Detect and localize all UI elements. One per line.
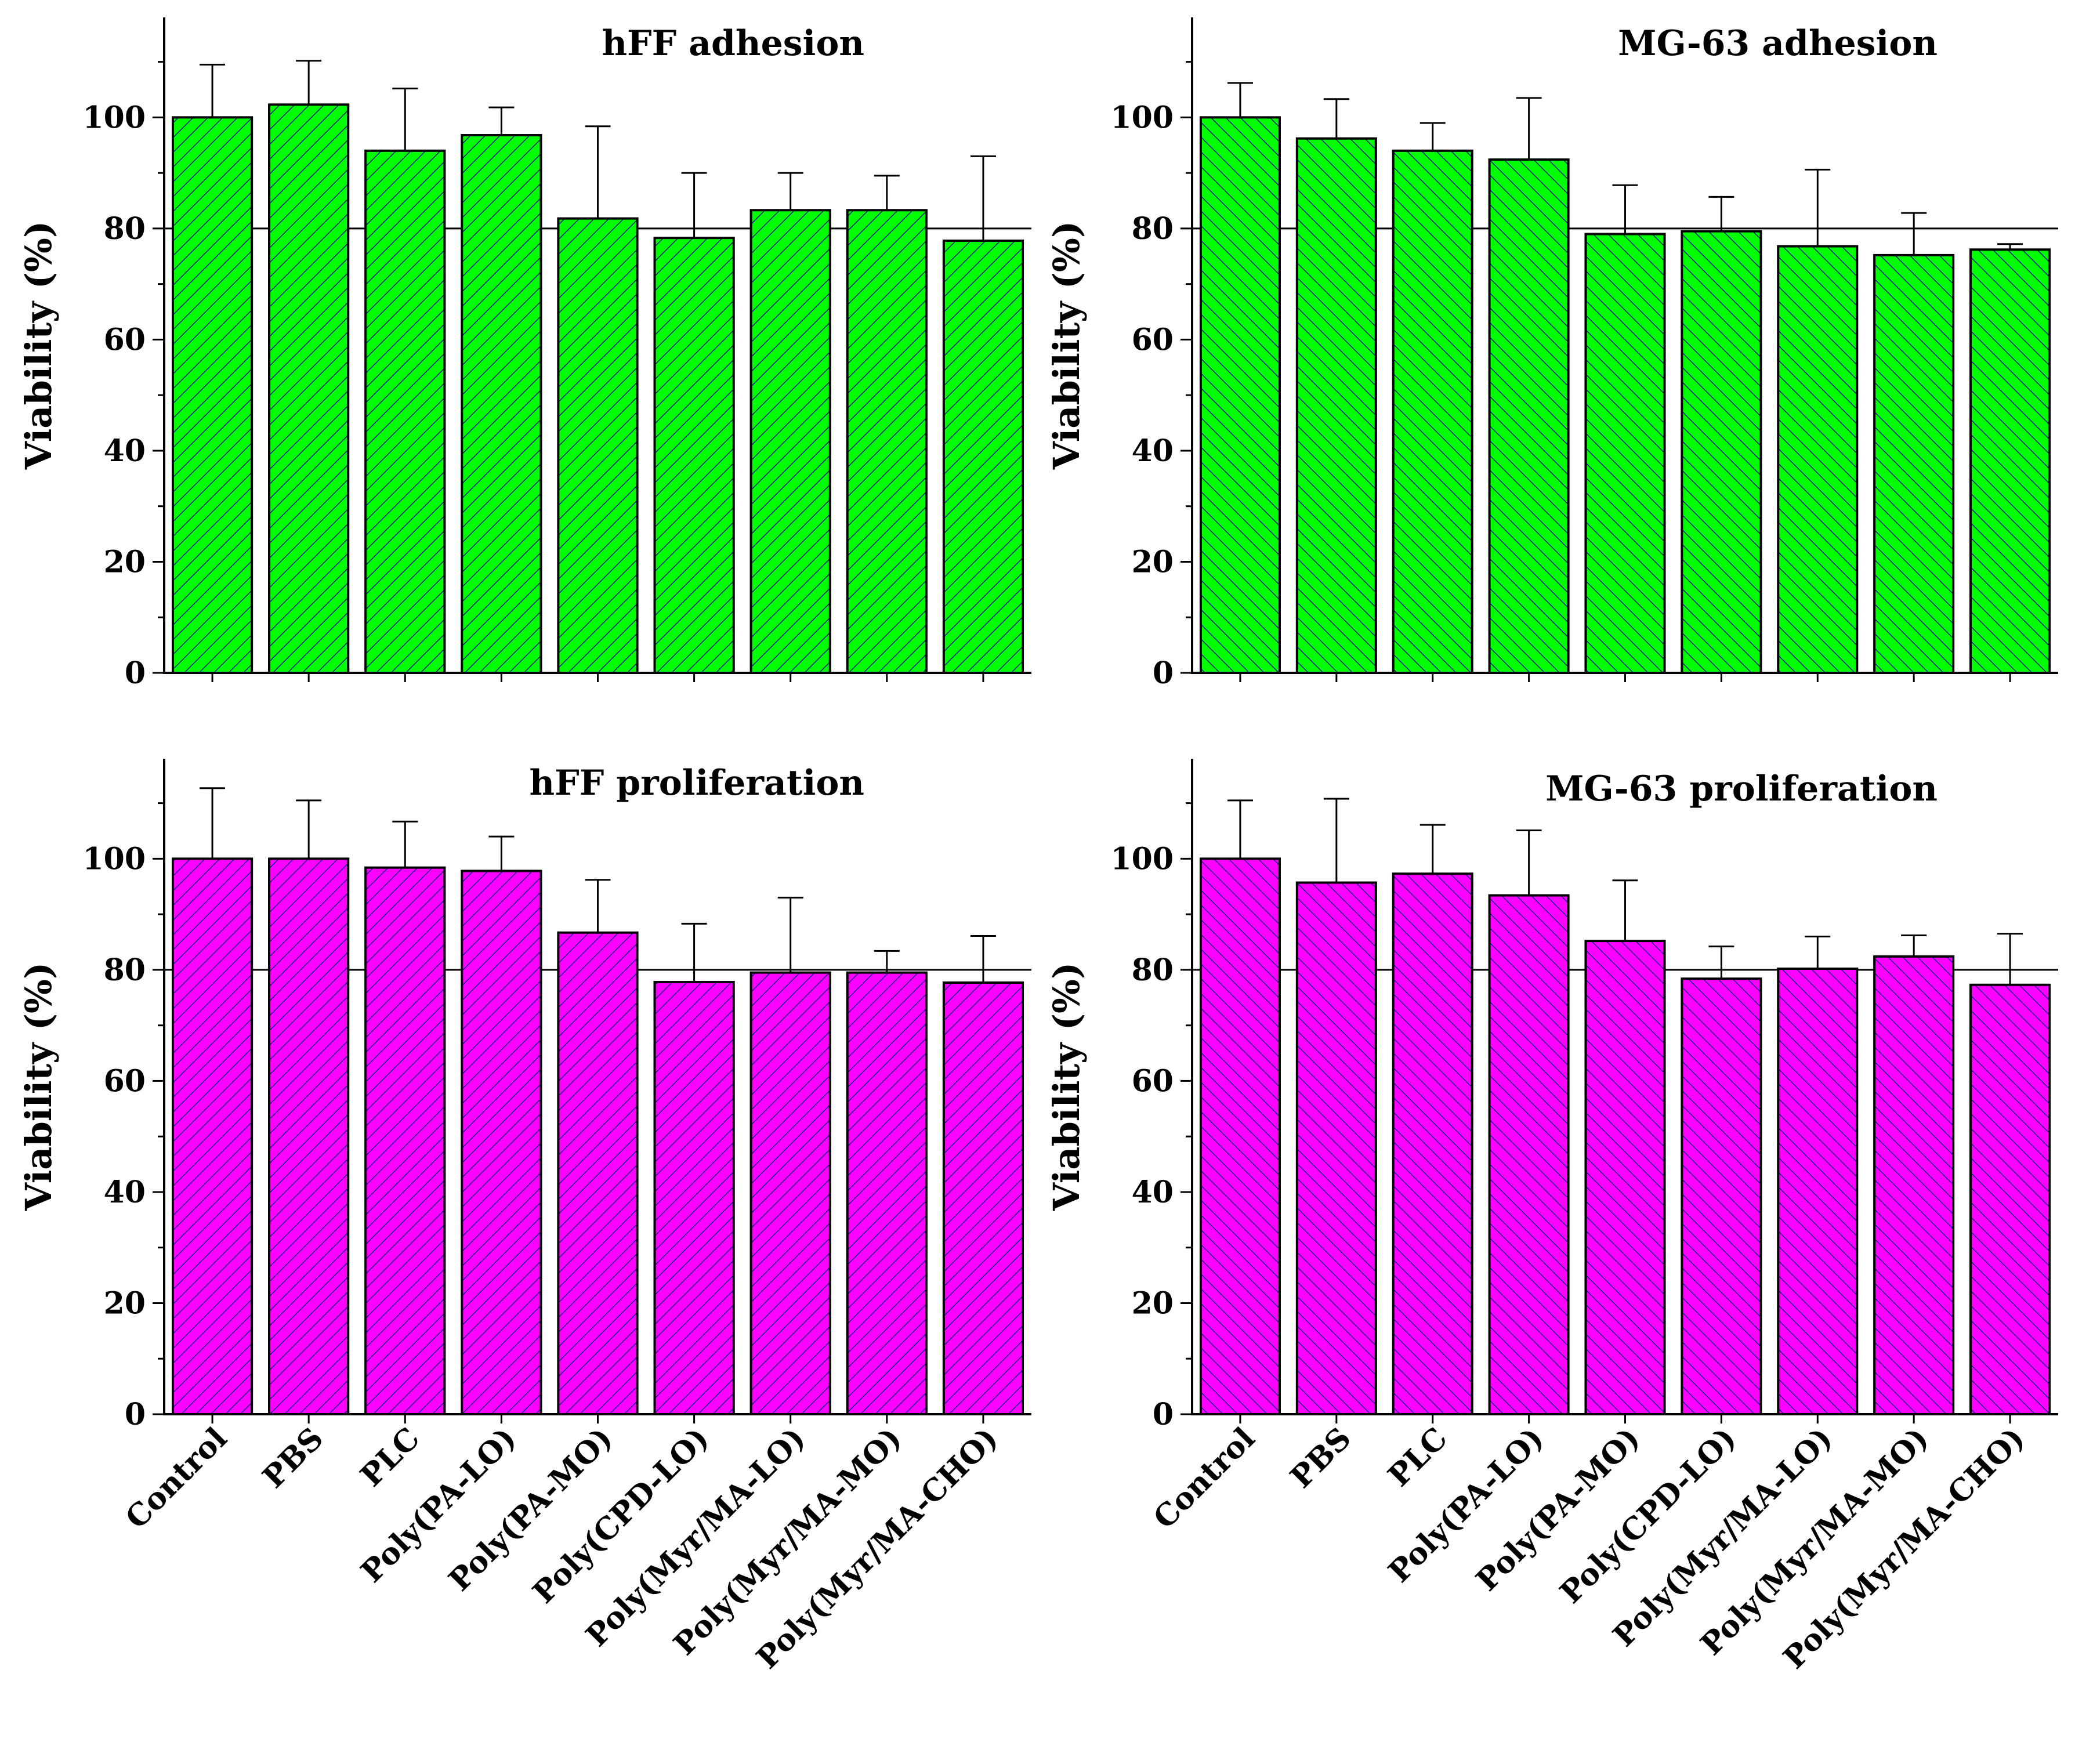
x-tick-label-hff_proliferation-0: Control [119,1421,234,1536]
x-tick-label-hff_proliferation-5: Poly(CPD-LO) [526,1421,716,1610]
chart-title-hff_adhesion: hFF adhesion [602,23,864,64]
y-axis-label-mg63_proliferation: Viability (%) [1045,962,1088,1212]
x-tick-label-mg63_proliferation-2: PLC [1381,1421,1454,1494]
chart-title-mg63_proliferation: MG-63 proliferation [1545,769,1938,809]
bar-hatch-mg63_adhesion-2 [1392,149,1473,674]
y-tick-label-hff_proliferation-2: 40 [104,1175,146,1210]
y-tick-label-mg63_proliferation-5: 100 [1110,841,1174,876]
bar-hatch-hff_proliferation-2 [364,866,446,1416]
bar-hatch-mg63_adhesion-7 [1873,253,1955,675]
x-tick-label-mg63_proliferation-0: Control [1147,1421,1262,1536]
bar-hatch-mg63_adhesion-5 [1681,230,1762,674]
bar-hatch-mg63_proliferation-5 [1681,977,1762,1415]
bar-hatch-hff_proliferation-1 [268,857,350,1416]
bar-hatch-mg63_proliferation-4 [1584,940,1666,1415]
bar-hatch-hff_proliferation-8 [942,981,1024,1415]
y-axis-label-hff_adhesion: Viability (%) [17,221,60,470]
panel-hff_proliferation: Control PBS PLCPoly(PA-LO)Poly(PA-MO)Poly(… [17,759,1031,1676]
y-axis-label-hff_proliferation: Viability (%) [17,962,60,1212]
bar-hatch-hff_adhesion-2 [364,149,446,674]
x-tick-label-mg63_proliferation-5: Poly(CPD-LO) [1553,1421,1743,1610]
y-tick-label-hff_adhesion-0: 0 [125,655,146,691]
x-tick-label-hff_proliferation-2: PLC [354,1421,427,1494]
bar-hatch-hff_adhesion-7 [846,209,928,674]
x-tick-label-hff_proliferation-1: PBS [256,1421,330,1495]
x-tick-label-mg63_proliferation-4: Poly(PA-MO) [1469,1421,1647,1598]
bar-hatch-hff_adhesion-6 [749,209,831,674]
y-tick-label-mg63_proliferation-4: 80 [1132,952,1174,988]
y-tick-label-hff_adhesion-3: 60 [104,322,146,357]
x-tick-label-mg63_proliferation-1: PBS [1284,1421,1358,1495]
y-tick-label-mg63_proliferation-3: 60 [1132,1063,1174,1099]
y-tick-label-mg63_proliferation-1: 20 [1132,1285,1174,1321]
bar-hatch-mg63_proliferation-8 [1969,983,2051,1416]
y-tick-label-hff_adhesion-2: 40 [104,433,146,469]
bar-hatch-hff_adhesion-4 [557,217,639,674]
y-tick-label-hff_proliferation-3: 60 [104,1063,146,1099]
panel-mg63_adhesion: 0 20 40 60 80 100 Viability (%) MG-63 adhesion [1045,17,2058,691]
bar-hatch-mg63_adhesion-0 [1199,116,1281,675]
bar-hatch-mg63_proliferation-1 [1295,881,1377,1416]
bar-hatch-hff_adhesion-0 [171,116,254,675]
bar-hatch-hff_proliferation-7 [846,971,928,1415]
y-tick-label-hff_proliferation-0: 0 [125,1397,146,1432]
y-tick-label-hff_adhesion-1: 20 [104,544,146,579]
y-axis-label-mg63_adhesion: Viability (%) [1045,221,1088,470]
chart-title-mg63_adhesion: MG-63 adhesion [1618,23,1938,64]
panel-hff_adhesion: 0 20 40 60 80 100 Viability (%) hFF adhesion [17,17,1031,691]
bar-hatch-hff_adhesion-8 [942,239,1024,674]
chart-title-hff_proliferation: hFF proliferation [530,763,865,803]
y-tick-label-mg63_adhesion-5: 100 [1110,100,1174,135]
panel-mg63_proliferation: Control PBS PLCPoly(PA-LO)Poly(PA-MO)Poly(… [1045,759,2058,1676]
bar-hatch-hff_proliferation-6 [749,971,831,1415]
bar-hatch-hff_adhesion-5 [653,237,735,674]
y-tick-label-mg63_proliferation-0: 0 [1153,1397,1174,1432]
y-tick-label-hff_proliferation-1: 20 [104,1285,146,1321]
bar-hatch-mg63_proliferation-3 [1488,894,1570,1415]
bar-hatch-hff_proliferation-4 [557,931,639,1415]
bar-hatch-mg63_adhesion-6 [1777,245,1859,674]
bar-hatch-mg63_adhesion-3 [1488,158,1570,675]
x-tick-label-hff_proliferation-4: Poly(PA-MO) [442,1421,620,1598]
bar-hatch-hff_adhesion-1 [268,103,350,674]
bar-hatch-mg63_proliferation-6 [1777,967,1859,1415]
bar-hatch-mg63_proliferation-7 [1873,955,1955,1415]
y-tick-label-mg63_adhesion-0: 0 [1153,655,1174,691]
bar-hatch-hff_adhesion-3 [461,134,542,674]
bar-hatch-hff_proliferation-0 [171,857,254,1416]
y-tick-label-hff_proliferation-5: 100 [82,841,146,876]
bar-hatch-mg63_proliferation-2 [1392,872,1473,1415]
y-tick-label-mg63_proliferation-2: 40 [1132,1175,1174,1210]
y-tick-label-hff_adhesion-4: 80 [104,211,146,247]
bar-hatch-hff_proliferation-5 [653,980,735,1415]
y-tick-label-mg63_adhesion-3: 60 [1132,322,1174,357]
y-tick-label-hff_proliferation-4: 80 [104,952,146,988]
bar-hatch-mg63_adhesion-8 [1969,248,2051,674]
bar-hatch-mg63_adhesion-4 [1584,233,1666,675]
bar-hatch-mg63_proliferation-0 [1199,857,1281,1416]
y-tick-label-mg63_adhesion-2: 40 [1132,433,1174,469]
y-tick-label-mg63_adhesion-4: 80 [1132,211,1174,247]
y-tick-label-hff_adhesion-5: 100 [82,100,146,135]
y-tick-label-mg63_adhesion-1: 20 [1132,544,1174,579]
bar-hatch-mg63_adhesion-1 [1295,137,1377,675]
bar-hatch-hff_proliferation-3 [461,870,542,1415]
